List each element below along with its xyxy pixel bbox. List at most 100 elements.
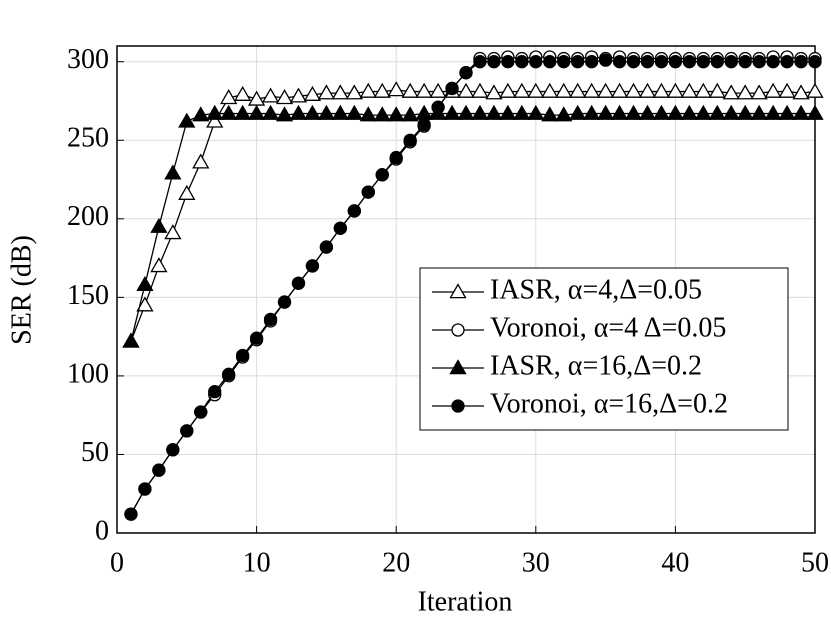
marker <box>319 240 334 254</box>
marker <box>152 463 166 477</box>
marker <box>150 217 168 233</box>
marker <box>710 55 724 69</box>
x-tick-label: 0 <box>110 547 124 578</box>
marker <box>192 153 210 169</box>
marker <box>194 405 208 419</box>
marker <box>764 104 782 120</box>
marker <box>389 150 403 165</box>
marker <box>555 106 573 122</box>
marker <box>289 87 308 103</box>
marker <box>694 104 712 120</box>
marker <box>501 55 515 69</box>
marker <box>513 82 531 98</box>
marker <box>166 443 180 457</box>
legend-label: Voronoi, α=4 Δ=0.05 <box>490 312 726 343</box>
marker <box>275 89 294 105</box>
marker <box>473 55 487 69</box>
marker <box>764 82 782 98</box>
marker <box>485 84 503 100</box>
marker <box>640 55 655 69</box>
marker <box>401 82 419 98</box>
marker <box>457 82 475 98</box>
marker <box>624 104 643 120</box>
x-tick-label: 10 <box>243 547 271 578</box>
marker <box>694 82 712 98</box>
marker <box>206 112 224 128</box>
marker <box>291 276 306 290</box>
marker <box>431 100 445 114</box>
marker <box>417 117 431 132</box>
legend-box <box>419 267 789 431</box>
marker <box>626 55 641 69</box>
marker <box>401 106 419 122</box>
marker <box>596 104 615 120</box>
marker <box>515 55 529 69</box>
marker <box>654 55 669 69</box>
marker <box>652 82 671 98</box>
marker <box>780 55 794 69</box>
marker <box>192 106 210 122</box>
marker <box>750 104 768 120</box>
legend-label: IASR, α=16,Δ=0.2 <box>490 350 702 381</box>
marker <box>359 82 377 98</box>
marker <box>638 82 657 98</box>
marker <box>459 66 473 80</box>
marker <box>471 82 489 98</box>
marker <box>680 104 698 120</box>
marker <box>499 82 517 98</box>
marker <box>708 82 726 98</box>
marker <box>359 106 377 122</box>
marker <box>806 82 824 98</box>
marker <box>499 104 517 120</box>
marker <box>596 82 615 98</box>
marker <box>220 89 238 105</box>
marker <box>180 424 194 438</box>
marker <box>305 259 320 273</box>
marker <box>541 82 559 98</box>
marker <box>164 224 182 240</box>
marker <box>303 104 322 120</box>
marker <box>373 106 391 122</box>
marker <box>569 82 587 98</box>
marker <box>527 104 545 120</box>
y-tick-label: 300 <box>67 44 109 75</box>
marker <box>736 84 754 100</box>
marker <box>752 55 766 69</box>
marker <box>652 104 671 120</box>
marker <box>583 82 601 98</box>
marker <box>778 104 796 120</box>
plot-frame <box>116 45 816 534</box>
marker <box>612 55 627 69</box>
marker <box>722 104 740 120</box>
legend-label: Voronoi, α=16,Δ=0.2 <box>490 388 728 419</box>
marker <box>277 295 292 309</box>
marker <box>680 82 698 98</box>
marker <box>449 283 467 299</box>
marker <box>794 55 808 69</box>
marker <box>387 106 405 122</box>
marker <box>638 104 657 120</box>
marker <box>724 55 738 69</box>
x-tick-label: 50 <box>801 547 829 578</box>
marker <box>806 104 824 120</box>
marker <box>164 164 182 180</box>
y-tick-label: 0 <box>95 515 109 546</box>
marker <box>289 104 308 120</box>
marker <box>471 104 489 120</box>
marker <box>487 55 501 69</box>
marker <box>275 106 294 122</box>
x-tick-label: 40 <box>661 547 689 578</box>
x-tick-label: 30 <box>522 547 550 578</box>
marker <box>443 104 461 120</box>
marker <box>373 82 391 98</box>
marker <box>485 104 503 120</box>
marker <box>150 257 168 273</box>
marker <box>317 104 336 120</box>
marker <box>696 55 710 69</box>
marker <box>610 82 629 98</box>
marker <box>206 104 224 120</box>
x-tick-label: 20 <box>382 547 410 578</box>
marker <box>543 55 557 69</box>
marker <box>403 133 417 147</box>
